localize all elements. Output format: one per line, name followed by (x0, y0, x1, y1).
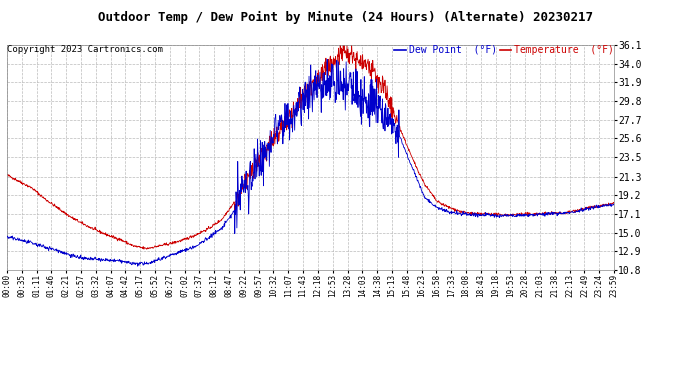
Text: Copyright 2023 Cartronics.com: Copyright 2023 Cartronics.com (7, 45, 163, 54)
Legend: Dew Point  (°F), Temperature  (°F): Dew Point (°F), Temperature (°F) (394, 45, 614, 55)
Text: Outdoor Temp / Dew Point by Minute (24 Hours) (Alternate) 20230217: Outdoor Temp / Dew Point by Minute (24 H… (97, 11, 593, 24)
